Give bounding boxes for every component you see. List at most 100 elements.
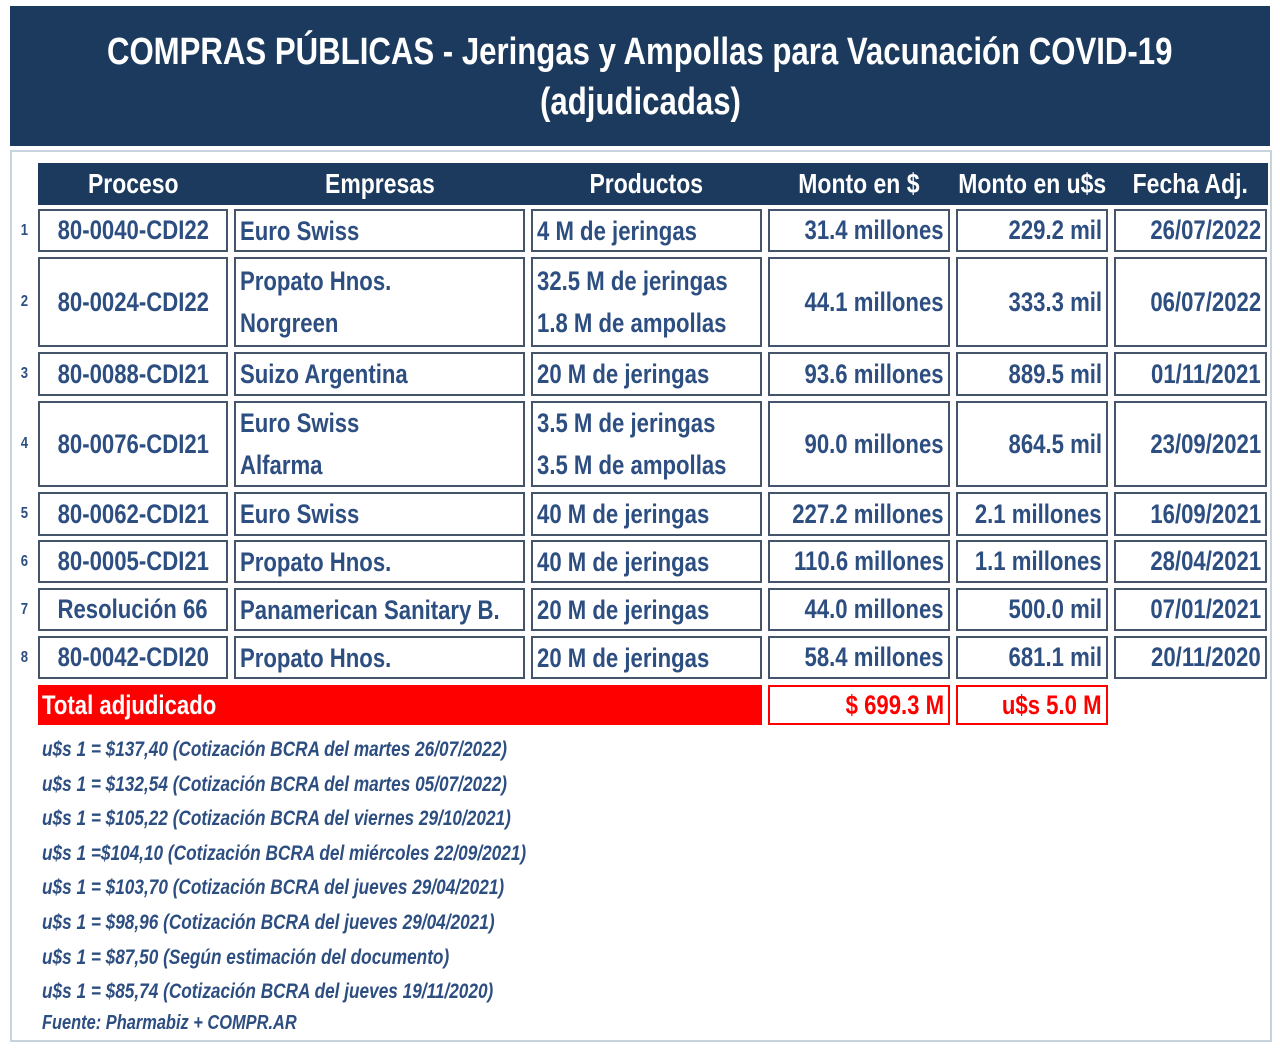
cell-text: 229.2 mil [1008,215,1102,245]
cell-text: 333.3 mil [1008,286,1102,317]
column-header-text: Empresas [324,168,435,199]
table-cell: 32.5 M de jeringas 1.8 M de ampollas [531,257,762,347]
cell-line: Euro Swiss [240,403,386,444]
table-cell: 16/09/2021 [1114,492,1267,536]
note-text: u$s 1 =$104,10 (Cotización BCRA del miér… [42,841,527,865]
cell-line: Euro Swiss [240,494,386,534]
column-header: Proceso [38,163,228,205]
cell-line: Propato Hnos. [240,260,425,302]
row-number: 7 [14,588,34,631]
row-number: 2 [14,257,34,347]
cell-text: 28/04/2021 [1150,546,1261,576]
table-cell: 229.2 mil [956,209,1108,252]
cell-line: Euro Swiss [240,211,386,250]
table-cell: Propato Hnos. [234,636,525,679]
row-number: 5 [14,492,34,536]
cell-text: Suizo Argentina [240,359,408,389]
cell-line: Suizo Argentina [240,354,445,394]
cell-text: 32.5 M de jeringas [537,266,728,296]
row-number-text: 3 [20,365,28,382]
column-header: Empresas [234,163,525,205]
row-number-text: 4 [20,435,28,452]
cell-text: 80-0005-CDI21 [57,546,209,576]
table-cell: 2.1 millones [956,492,1108,536]
table-cell: 80-0042-CDI20 [38,636,228,679]
cell-text: 3.5 M de ampollas [537,450,727,480]
cell-text: 80-0062-CDI21 [57,498,209,529]
table-cell: 40 M de jeringas [531,540,762,583]
cell-line: Propato Hnos. [240,638,425,677]
cell-line: Alfarma [240,444,341,485]
cell-line: 20 M de jeringas [537,638,747,677]
cell-text: Euro Swiss [240,408,360,438]
table-cell: Panamerican Sanitary B. [234,588,525,631]
note: u$s 1 = $132,54 (Cotización BCRA del mar… [42,773,742,803]
total-value: u$s 5.0 M [1002,689,1102,720]
cell-text: 864.5 mil [1008,428,1102,459]
cell-text: 2.1 millones [975,498,1102,529]
cell-text: 681.1 mil [1008,642,1102,672]
cell-text: 3.5 M de jeringas [537,408,716,438]
row-number-text: 8 [20,648,28,666]
total-label-text: Total adjudicado [42,689,217,720]
table-cell: 31.4 millones [768,209,950,252]
note-text: u$s 1 = $132,54 (Cotización BCRA del mar… [42,772,508,796]
note-text: u$s 1 = $137,40 (Cotización BCRA del mar… [42,738,508,761]
row-number-text: 5 [20,505,28,522]
table-cell: 44.1 millones [768,257,950,347]
table-cell: 681.1 mil [956,636,1108,679]
table-cell: 23/09/2021 [1114,401,1267,487]
cell-text: Propato Hnos. [240,546,392,577]
table-cell: 26/07/2022 [1114,209,1267,252]
table-cell: 20/11/2020 [1114,636,1267,679]
column-header: Fecha Adj. [1114,163,1267,205]
table-cell: 333.3 mil [956,257,1108,347]
column-header-text: Fecha Adj. [1132,168,1249,199]
table-cell: 864.5 mil [956,401,1108,487]
column-header: Monto en $ [768,163,950,205]
note: u$s 1 = $98,96 (Cotización BCRA del juev… [42,911,742,941]
total-label: Total adjudicado [38,685,762,725]
note: u$s 1 = $105,22 (Cotización BCRA del vie… [42,807,742,837]
table-cell: 80-0024-CDI22 [38,257,228,347]
cell-text: 889.5 mil [1008,358,1102,389]
cell-text: 1.1 millones [975,546,1102,576]
note: u$s 1 =$104,10 (Cotización BCRA del miér… [42,842,742,872]
row-number: 3 [14,352,34,396]
cell-line: 40 M de jeringas [537,542,747,581]
cell-line: 3.5 M de ampollas [537,444,760,485]
note: u$s 1 = $87,50 (Según estimación del doc… [42,946,742,976]
cell-text: 23/09/2021 [1150,428,1261,459]
cell-text: 01/11/2021 [1151,358,1261,389]
table-cell: 3.5 M de jeringas 3.5 M de ampollas [531,401,762,487]
column-header-text: Productos [589,168,704,199]
cell-text: 80-0076-CDI21 [57,428,209,459]
title-text: COMPRAS PÚBLICAS - Jeringas y Ampollas p… [107,30,1173,73]
row-number: 1 [14,209,34,252]
cell-text: 16/09/2021 [1150,498,1261,529]
row-number: 8 [14,636,34,679]
table-cell: Euro Swiss Alfarma [234,401,525,487]
cell-text: 90.0 millones [804,428,944,459]
cell-text: 93.6 millones [804,358,944,389]
table-cell: 93.6 millones [768,352,950,396]
note-text: u$s 1 = $103,70 (Cotización BCRA del jue… [42,876,505,900]
cell-text: 26/07/2022 [1150,215,1261,245]
cell-text: 40 M de jeringas [537,499,710,529]
cell-text: 80-0042-CDI20 [57,642,209,672]
table-cell: Euro Swiss [234,209,525,252]
cell-text: 20 M de jeringas [537,594,710,625]
row-number-text: 2 [20,293,28,310]
table-cell: Suizo Argentina [234,352,525,396]
cell-text: Panamerican Sanitary B. [240,594,500,625]
note-text: u$s 1 = $105,22 (Cotización BCRA del vie… [42,807,511,831]
cell-text: 40 M de jeringas [537,546,710,577]
table-cell: Propato Hnos. Norgreen [234,257,525,347]
cell-line: 32.5 M de jeringas [537,260,760,302]
table-cell: 227.2 millones [768,492,950,536]
source: Fuente: Pharmabiz + COMPR.AR [42,1012,742,1042]
column-header: Monto en u$s [956,163,1108,205]
table-cell: 20 M de jeringas [531,636,762,679]
header-row [38,163,1268,205]
cell-line: 1.8 M de ampollas [537,302,760,344]
